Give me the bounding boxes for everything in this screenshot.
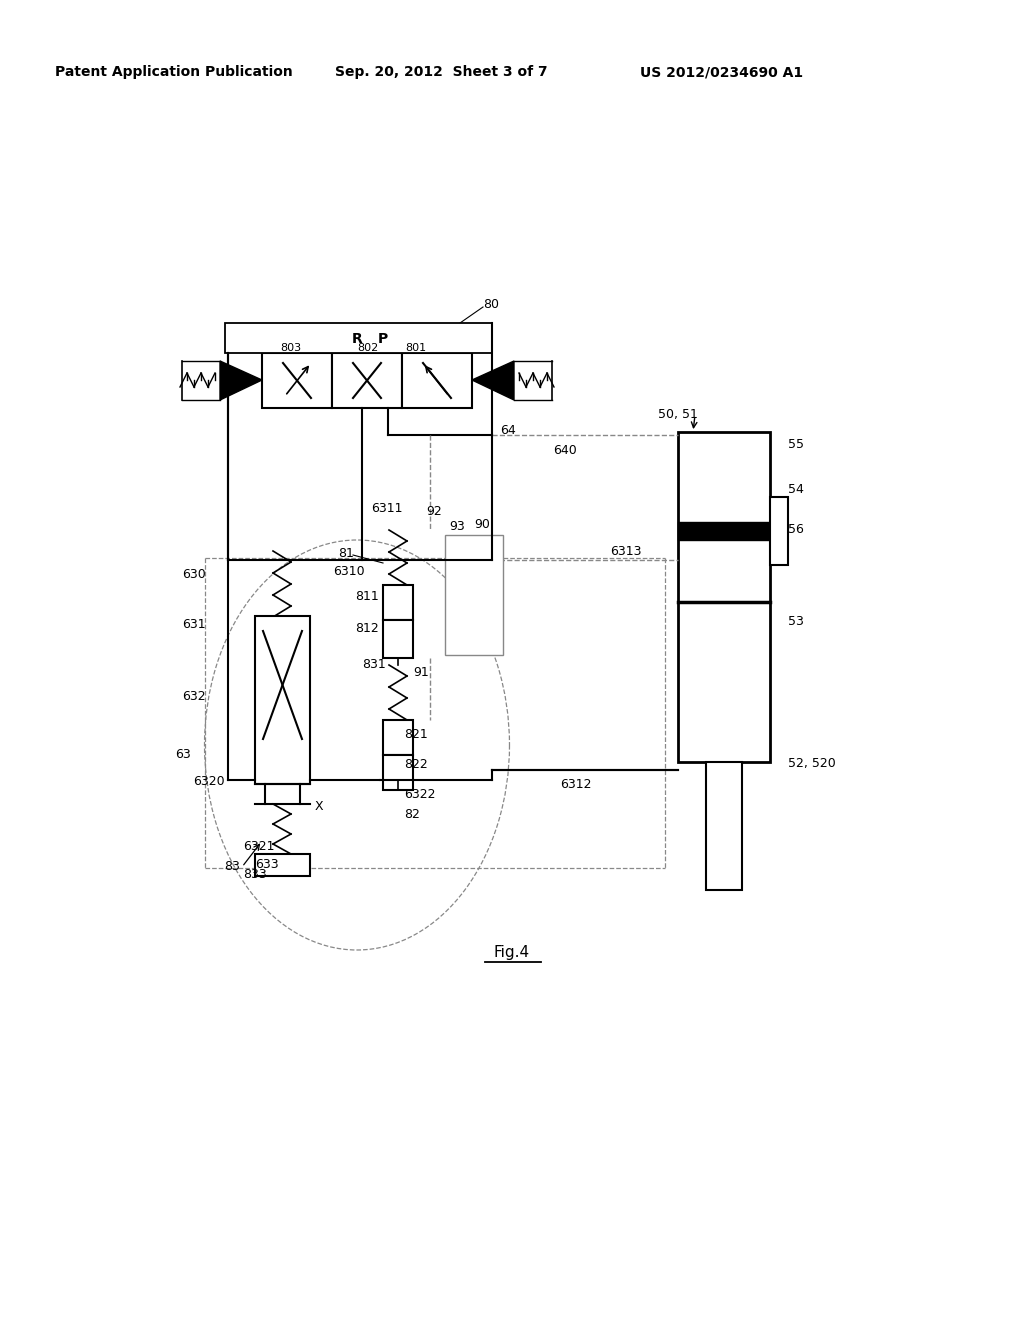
Bar bbox=[383, 755, 413, 789]
Bar bbox=[678, 521, 770, 540]
Text: 6311: 6311 bbox=[371, 502, 402, 515]
Text: 811: 811 bbox=[355, 590, 379, 603]
Text: 6321: 6321 bbox=[243, 840, 274, 853]
Text: 80: 80 bbox=[483, 298, 499, 312]
Bar bbox=[383, 719, 413, 755]
Text: 6322: 6322 bbox=[404, 788, 435, 801]
Bar bbox=[225, 323, 492, 352]
Text: 63: 63 bbox=[175, 748, 190, 762]
Text: 6320: 6320 bbox=[193, 775, 224, 788]
Text: Patent Application Publication: Patent Application Publication bbox=[55, 65, 293, 79]
Text: 802: 802 bbox=[357, 343, 378, 352]
Text: Fig.4: Fig.4 bbox=[494, 945, 530, 960]
Text: 6313: 6313 bbox=[610, 545, 641, 558]
Text: 56: 56 bbox=[788, 523, 804, 536]
Text: 833: 833 bbox=[243, 869, 266, 880]
Bar bbox=[255, 854, 310, 876]
Text: 93: 93 bbox=[449, 520, 465, 533]
Text: 630: 630 bbox=[182, 568, 206, 581]
Text: 6310: 6310 bbox=[333, 565, 365, 578]
Text: 90: 90 bbox=[474, 517, 489, 531]
Text: R: R bbox=[351, 333, 362, 346]
Text: 631: 631 bbox=[182, 618, 206, 631]
Bar bbox=[678, 432, 770, 762]
Text: P: P bbox=[378, 333, 388, 346]
Text: 54: 54 bbox=[788, 483, 804, 496]
Text: 64: 64 bbox=[500, 424, 516, 437]
Text: X: X bbox=[315, 800, 324, 813]
Text: 822: 822 bbox=[404, 758, 428, 771]
Text: US 2012/0234690 A1: US 2012/0234690 A1 bbox=[640, 65, 803, 79]
Text: 6312: 6312 bbox=[560, 777, 592, 791]
Text: 640: 640 bbox=[553, 444, 577, 457]
Text: 812: 812 bbox=[355, 622, 379, 635]
Text: 821: 821 bbox=[404, 729, 428, 741]
Bar bbox=[332, 352, 402, 408]
Text: 632: 632 bbox=[182, 690, 206, 704]
Text: 81: 81 bbox=[338, 546, 354, 560]
Text: 55: 55 bbox=[788, 438, 804, 451]
Bar bbox=[706, 762, 742, 890]
Text: 803: 803 bbox=[280, 343, 301, 352]
Text: 52, 520: 52, 520 bbox=[788, 756, 836, 770]
Bar bbox=[262, 352, 332, 408]
Text: 92: 92 bbox=[426, 506, 441, 517]
Text: 801: 801 bbox=[406, 343, 426, 352]
Bar bbox=[383, 620, 413, 657]
Bar bbox=[255, 616, 310, 784]
Bar bbox=[402, 352, 472, 408]
Polygon shape bbox=[220, 360, 262, 400]
Polygon shape bbox=[472, 360, 514, 400]
Text: 50, 51: 50, 51 bbox=[658, 408, 698, 421]
Bar bbox=[770, 498, 788, 565]
Bar bbox=[383, 585, 413, 620]
Text: 82: 82 bbox=[404, 808, 420, 821]
Text: 91: 91 bbox=[413, 667, 429, 678]
Bar bbox=[445, 535, 503, 655]
Text: 831: 831 bbox=[362, 657, 386, 671]
Text: 83: 83 bbox=[224, 861, 240, 873]
Text: Sep. 20, 2012  Sheet 3 of 7: Sep. 20, 2012 Sheet 3 of 7 bbox=[335, 65, 548, 79]
Text: 633: 633 bbox=[255, 858, 279, 871]
Text: 53: 53 bbox=[788, 615, 804, 628]
